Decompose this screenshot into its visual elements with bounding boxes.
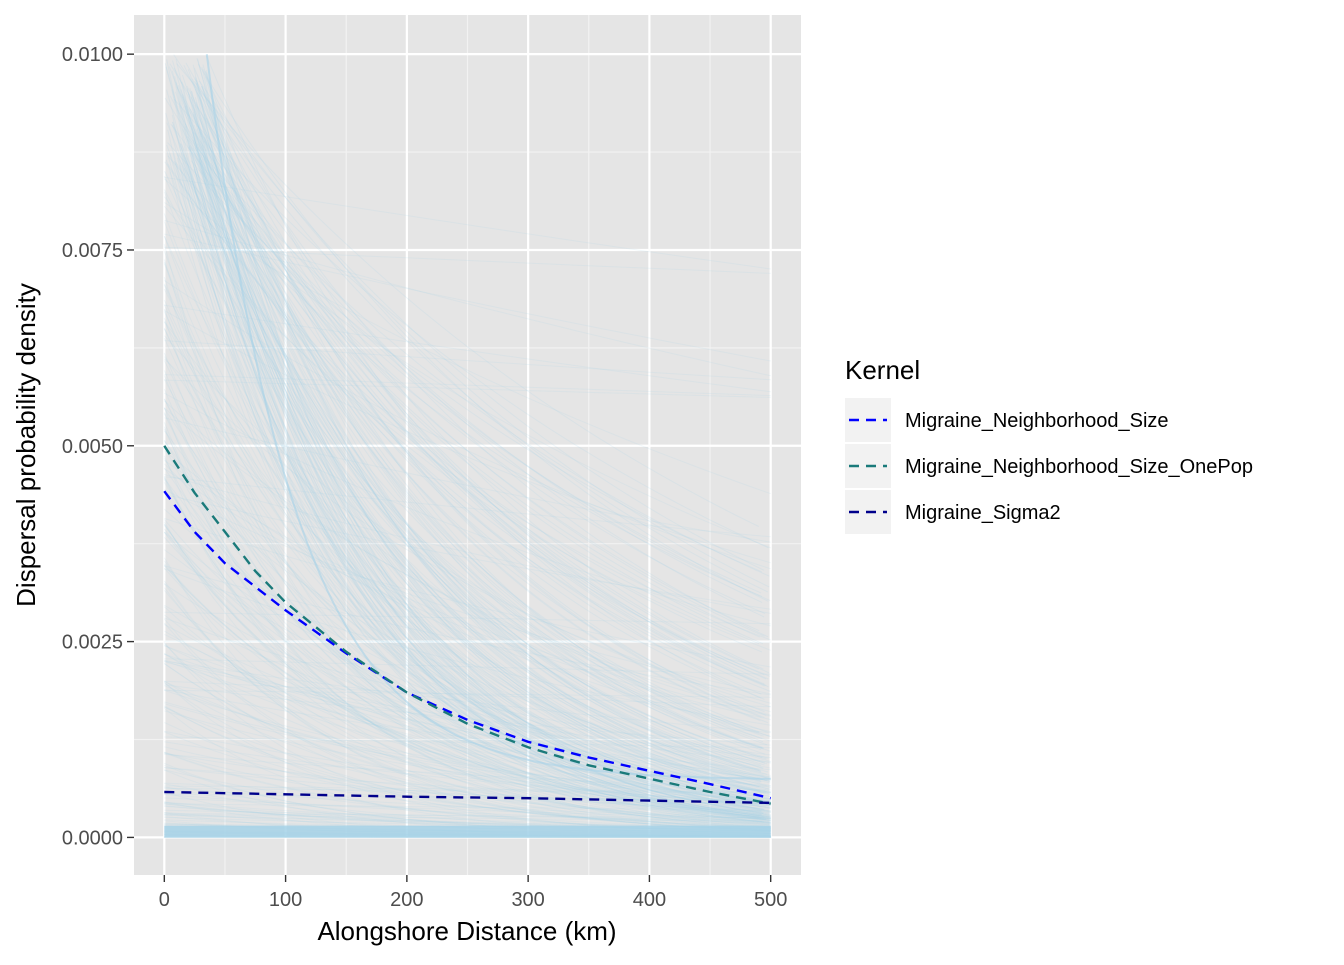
legend-label: Migraine_Neighborhood_Size_OnePop (905, 456, 1253, 478)
x-tick-label: 200 (390, 889, 423, 911)
posterior-zero-band (164, 826, 770, 838)
x-tick-label: 400 (633, 889, 666, 911)
legend-label: Migraine_Neighborhood_Size (905, 410, 1169, 432)
y-tick-label: 0.0000 (62, 827, 123, 849)
legend-title: Kernel (845, 355, 920, 385)
y-tick-label: 0.0100 (62, 44, 123, 66)
x-tick-label: 500 (754, 889, 787, 911)
x-axis-title: Alongshore Distance (km) (317, 916, 616, 946)
y-tick-label: 0.0025 (62, 632, 123, 654)
x-tick-label: 300 (511, 889, 544, 911)
y-axis-title: Dispersal probability density (11, 283, 41, 607)
legend-label: Migraine_Sigma2 (905, 502, 1061, 524)
y-tick-label: 0.0050 (62, 436, 123, 458)
x-tick-label: 0 (159, 889, 170, 911)
x-tick-label: 100 (269, 889, 302, 911)
legend: Kernel Migraine_Neighborhood_Size Migrain… (845, 355, 1253, 534)
y-tick-label: 0.0075 (62, 240, 123, 262)
